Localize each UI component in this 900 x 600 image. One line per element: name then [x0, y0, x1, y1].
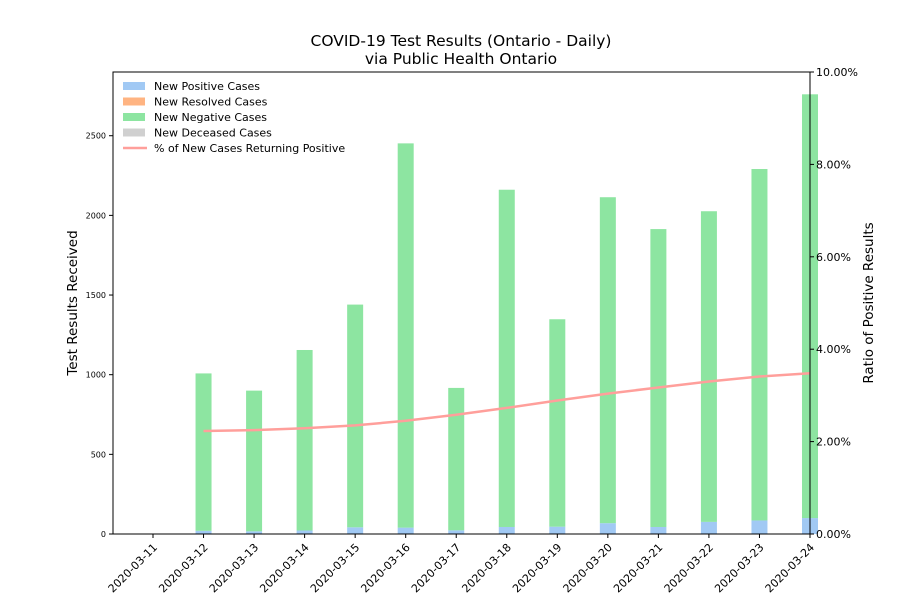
y2-tick-label-0: 0.00% — [816, 528, 851, 541]
x-tick-label-2020-03-15: 2020-03-15 — [308, 541, 362, 595]
bar-series-0-2020-03-17 — [448, 530, 465, 534]
bar-series-2-2020-03-19 — [549, 319, 566, 527]
bar-series-2-2020-03-17 — [448, 387, 465, 531]
y-tick-label-500: 500 — [91, 450, 106, 459]
legend-label-0: New Positive Cases — [154, 80, 260, 93]
bar-series-0-2020-03-21 — [650, 526, 667, 534]
bar-series-2-2020-03-21 — [650, 229, 667, 527]
x-tick-label-2020-03-17: 2020-03-17 — [409, 541, 463, 595]
legend-label-4: % of New Cases Returning Positive — [154, 142, 345, 155]
y-tick-label-2000: 2000 — [86, 211, 106, 220]
y-left-axis: 0 500 1000 1500 2000 2500 — [86, 132, 113, 539]
bar-series-2-2020-03-12 — [195, 373, 212, 531]
bar-series-2-2020-03-13 — [246, 390, 263, 532]
x-tick-label-2020-03-14: 2020-03-14 — [257, 541, 311, 595]
bar-series-0-2020-03-22 — [700, 521, 717, 534]
y-tick-label-2500: 2500 — [86, 132, 106, 141]
y2-tick-label-3: 6.00% — [816, 251, 851, 264]
bar-series-0-2020-03-16 — [397, 527, 414, 534]
bar-series-0-2020-03-20 — [599, 523, 616, 534]
bar-series-0-2020-03-23 — [751, 520, 768, 534]
y-right-axis: 0.00% 2.00% 4.00% 6.00% 8.00% 10.00% — [810, 66, 858, 541]
bars-layer — [195, 94, 818, 534]
legend: New Positive Cases New Resolved Cases New … — [123, 80, 345, 155]
x-tick-label-2020-03-11: 2020-03-11 — [106, 541, 160, 595]
x-tick-label-2020-03-21: 2020-03-21 — [611, 541, 665, 595]
chart-title: COVID-19 Test Results (Ontario - Daily) — [311, 32, 612, 50]
x-tick-label-2020-03-20: 2020-03-20 — [561, 541, 615, 595]
bar-series-2-2020-03-23 — [751, 169, 768, 521]
bar-series-0-2020-03-19 — [549, 526, 566, 534]
bar-series-0-2020-03-18 — [498, 526, 515, 534]
bar-series-2-2020-03-15 — [347, 304, 364, 528]
x-tick-label-2020-03-13: 2020-03-13 — [207, 541, 261, 595]
x-tick-label-2020-03-23: 2020-03-23 — [712, 541, 766, 595]
legend-label-3: New Deceased Cases — [154, 127, 272, 140]
bar-series-0-2020-03-12 — [195, 530, 212, 534]
x-tick-label-2020-03-16: 2020-03-16 — [358, 541, 412, 595]
x-axis: 2020-03-112020-03-122020-03-132020-03-14… — [106, 534, 817, 595]
x-tick-label-2020-03-12: 2020-03-12 — [156, 541, 210, 595]
y-tick-label-1500: 1500 — [86, 291, 106, 300]
x-tick-label-2020-03-22: 2020-03-22 — [662, 541, 716, 595]
x-tick-label-2020-03-24: 2020-03-24 — [763, 541, 817, 595]
y2-tick-label-5: 10.00% — [816, 66, 858, 79]
bar-series-0-2020-03-13 — [246, 531, 263, 534]
legend-label-2: New Negative Cases — [154, 111, 267, 124]
trend-layer — [203, 371, 811, 433]
legend-swatch-2 — [123, 113, 145, 121]
bar-series-0-2020-03-15 — [347, 527, 364, 534]
y-axis-label: Test Results Received — [65, 230, 81, 376]
y2-tick-label-2: 4.00% — [816, 343, 851, 356]
y2-tick-label-4: 8.00% — [816, 158, 851, 171]
bar-series-2-2020-03-14 — [296, 349, 313, 531]
y2-axis-label: Ratio of Positive Results — [861, 222, 877, 383]
bar-series-2-2020-03-22 — [700, 211, 717, 522]
chart-subtitle: via Public Health Ontario — [365, 50, 557, 68]
x-tick-label-2020-03-19: 2020-03-19 — [510, 541, 564, 595]
y-tick-label-1000: 1000 — [86, 371, 106, 380]
legend-swatch-0 — [123, 82, 145, 90]
bar-series-2-2020-03-16 — [397, 143, 414, 528]
bar-series-0-2020-03-14 — [296, 530, 313, 534]
legend-label-1: New Resolved Cases — [154, 96, 268, 109]
bar-series-2-2020-03-20 — [599, 197, 616, 524]
x-tick-label-2020-03-18: 2020-03-18 — [459, 541, 513, 595]
plot-frame — [112, 71, 811, 535]
bar-series-2-2020-03-18 — [498, 189, 515, 527]
y2-tick-label-1: 2.00% — [816, 436, 851, 449]
legend-swatch-1 — [123, 97, 145, 106]
legend-swatch-3 — [123, 128, 145, 137]
trend-line-0 — [203, 371, 811, 433]
y-tick-label-0: 0 — [101, 530, 106, 539]
